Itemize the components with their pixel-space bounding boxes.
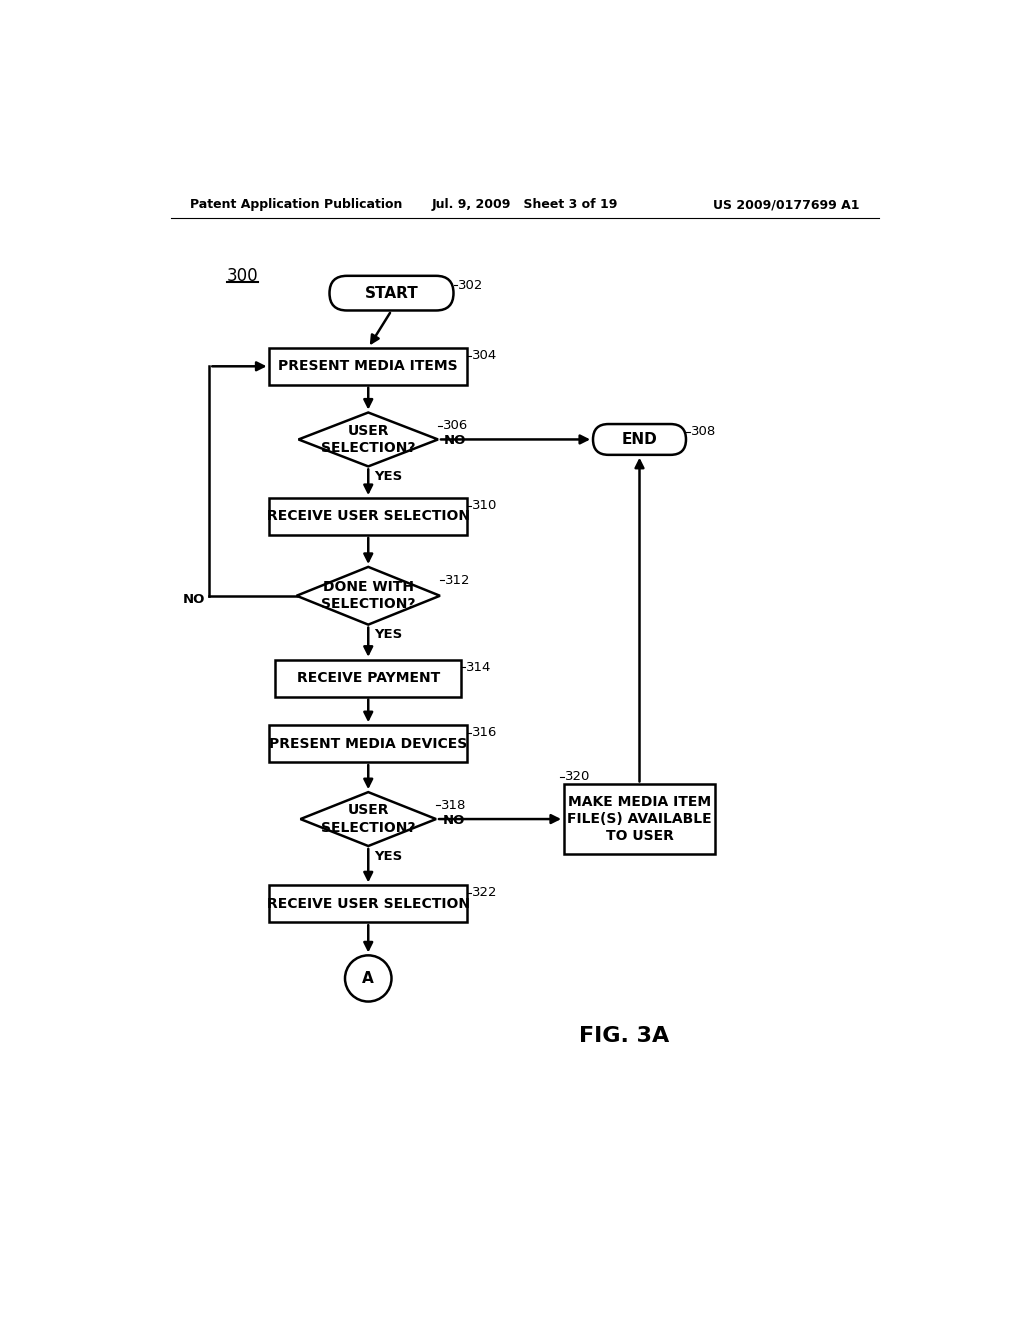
Text: DONE WITH
SELECTION?: DONE WITH SELECTION? [321,579,416,611]
Text: 320: 320 [564,770,590,783]
Circle shape [345,956,391,1002]
Text: PRESENT MEDIA ITEMS: PRESENT MEDIA ITEMS [279,359,458,374]
Text: 300: 300 [227,267,258,285]
Text: YES: YES [375,628,402,642]
Text: 306: 306 [442,418,468,432]
Text: NO: NO [183,593,206,606]
Polygon shape [300,792,436,846]
Text: Jul. 9, 2009   Sheet 3 of 19: Jul. 9, 2009 Sheet 3 of 19 [431,198,618,211]
Text: START: START [365,285,419,301]
Text: 318: 318 [440,799,466,812]
Text: YES: YES [375,850,402,863]
FancyBboxPatch shape [330,276,454,310]
Text: US 2009/0177699 A1: US 2009/0177699 A1 [713,198,859,211]
Bar [269,886,467,923]
Text: RECEIVE USER SELECTION: RECEIVE USER SELECTION [266,896,470,911]
Text: 310: 310 [472,499,497,512]
Text: Patent Application Publication: Patent Application Publication [190,198,402,211]
Polygon shape [299,412,438,466]
Text: END: END [622,432,657,447]
Text: 316: 316 [472,726,497,739]
Bar [275,660,461,697]
Bar [269,725,467,762]
Text: 302: 302 [458,279,483,292]
Text: FIG. 3A: FIG. 3A [579,1026,669,1047]
Text: USER
SELECTION?: USER SELECTION? [321,424,416,455]
Text: NO: NO [442,814,465,828]
Text: RECEIVE PAYMENT: RECEIVE PAYMENT [297,671,440,685]
Bar [564,784,715,854]
Text: 314: 314 [466,661,492,675]
Text: 312: 312 [444,574,470,587]
FancyBboxPatch shape [593,424,686,455]
Bar [269,498,467,535]
Text: 322: 322 [472,887,498,899]
Text: PRESENT MEDIA DEVICES: PRESENT MEDIA DEVICES [269,737,467,751]
Text: NO: NO [444,434,467,447]
Bar [269,348,467,385]
Text: 304: 304 [472,348,497,362]
Text: MAKE MEDIA ITEM
FILE(S) AVAILABLE
TO USER: MAKE MEDIA ITEM FILE(S) AVAILABLE TO USE… [567,795,712,843]
Text: 308: 308 [690,425,716,438]
Text: USER
SELECTION?: USER SELECTION? [321,804,416,834]
Text: RECEIVE USER SELECTION: RECEIVE USER SELECTION [266,510,470,524]
Polygon shape [297,566,440,624]
Text: A: A [362,972,374,986]
Text: YES: YES [375,470,402,483]
